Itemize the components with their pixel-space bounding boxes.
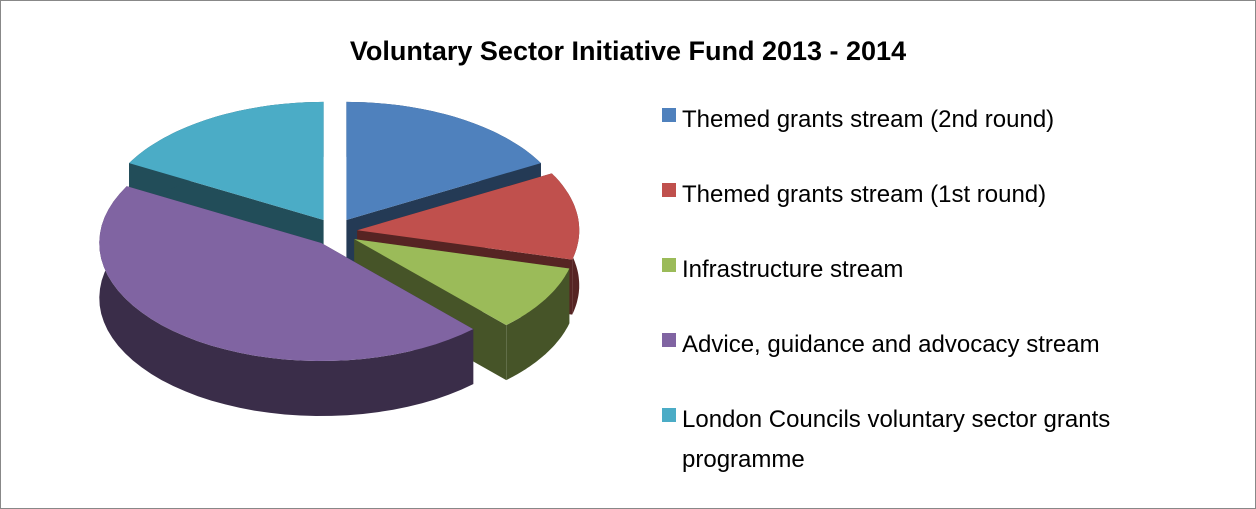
legend-item: Themed grants stream (1st round) bbox=[662, 173, 1222, 248]
slice-side bbox=[506, 268, 570, 381]
legend: Themed grants stream (2nd round) Themed g… bbox=[662, 98, 1222, 473]
legend-swatch bbox=[662, 258, 676, 272]
legend-item: Themed grants stream (2nd round) bbox=[662, 98, 1222, 173]
pie-slice bbox=[346, 101, 541, 220]
legend-swatch bbox=[662, 108, 676, 122]
slice-side bbox=[99, 186, 474, 416]
legend-swatch bbox=[662, 333, 676, 347]
legend-item: London Councils voluntary sector grants … bbox=[662, 398, 1222, 473]
legend-item: Advice, guidance and advocacy stream bbox=[662, 323, 1222, 398]
pie-slice bbox=[357, 173, 580, 260]
legend-label: London Councils voluntary sector grants … bbox=[682, 406, 1111, 473]
pie-slice bbox=[99, 186, 474, 361]
legend-item: Infrastructure stream bbox=[662, 248, 1222, 323]
legend-label: Infrastructure stream bbox=[682, 256, 904, 283]
legend-swatch bbox=[662, 408, 676, 422]
legend-label: Themed grants stream (2nd round) bbox=[682, 106, 1055, 133]
legend-label: Themed grants stream (1st round) bbox=[682, 181, 1047, 208]
pie-slice bbox=[129, 101, 324, 220]
chart-title: Voluntary Sector Initiative Fund 2013 - … bbox=[349, 36, 907, 66]
legend-swatch bbox=[662, 183, 676, 197]
legend-label: Advice, guidance and advocacy stream bbox=[682, 331, 1100, 358]
pie-slice bbox=[354, 239, 570, 326]
